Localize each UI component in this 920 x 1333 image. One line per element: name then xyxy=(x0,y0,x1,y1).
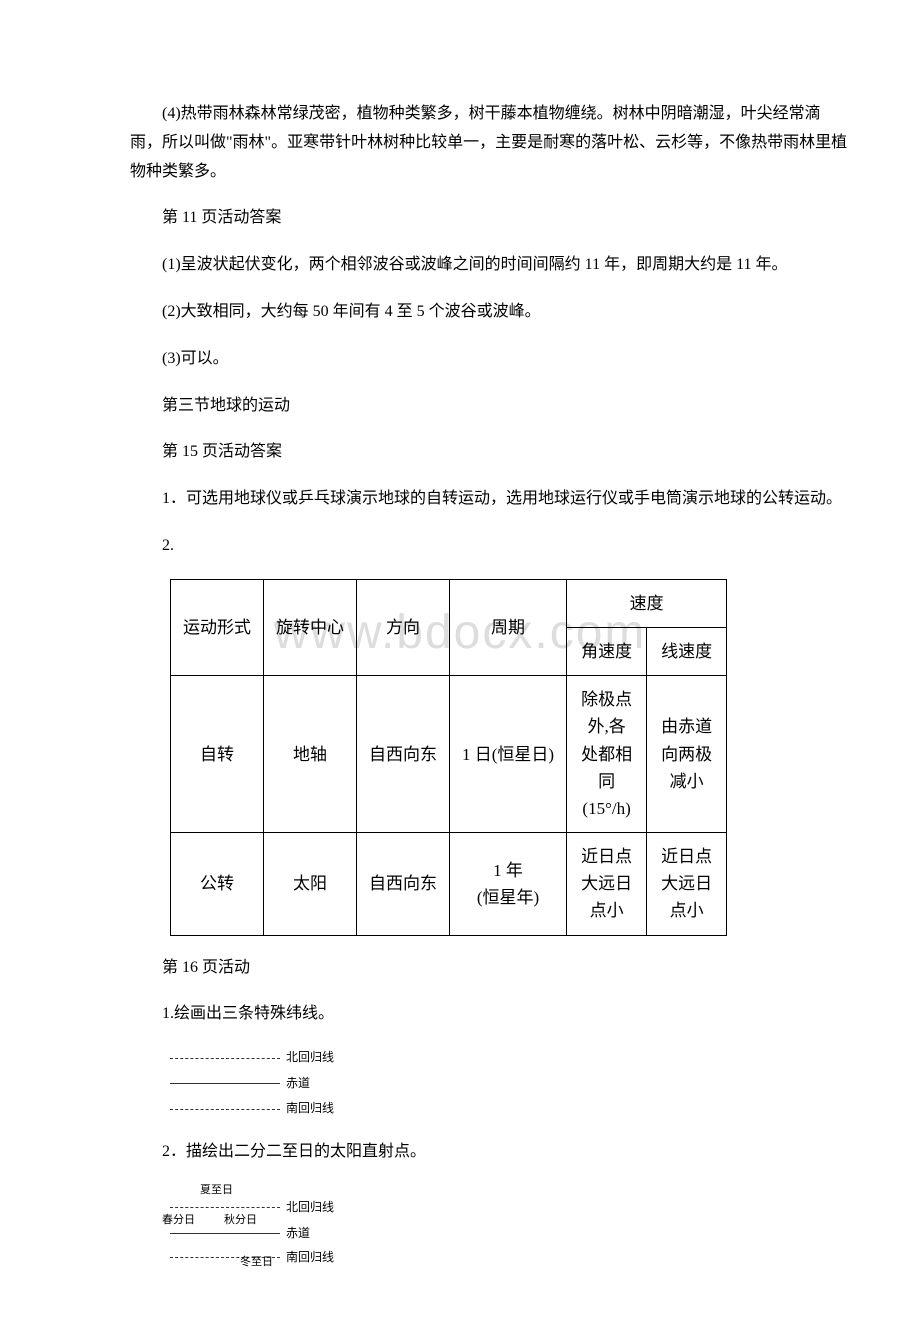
motion-table: 运动形式 旋转中心 方向 周期 速度 角速度 线速度 自转 地轴 自西向东 1 … xyxy=(170,579,850,936)
tropic-capricorn-line xyxy=(170,1109,280,1110)
tropic-capricorn-label-2: 南回归线 xyxy=(286,1247,334,1269)
table-cell: 地轴 xyxy=(264,676,357,833)
table-header-speed: 速度 xyxy=(567,579,727,627)
answer-q1: 1．可选用地球仪或乒乓球演示地球的自转运动，选用地球运行仪或手电筒演示地球的公转… xyxy=(130,485,850,514)
table-cell: 近日点大远日点小 xyxy=(567,833,647,936)
section-page15-title: 第 15 页活动答案 xyxy=(130,438,850,467)
table-cell: 除极点外,各处都相同(15°/h) xyxy=(567,676,647,833)
question-2-solstice: 2．描绘出二分二至日的太阳直射点。 xyxy=(130,1138,850,1167)
answer-1: (1)呈波状起伏变化，两个相邻波谷或波峰之间的时间间隔约 11 年，即周期大约是… xyxy=(130,251,850,280)
section-page16-title: 第 16 页活动 xyxy=(130,954,850,983)
table-header-direction: 方向 xyxy=(357,579,450,675)
equator-line xyxy=(170,1083,280,1084)
table-cell: 自转 xyxy=(171,676,264,833)
equator-line-2 xyxy=(170,1233,280,1234)
table-cell: 由赤道向两极减小 xyxy=(647,676,727,833)
tropic-cancer-line-2 xyxy=(170,1207,280,1208)
tropic-cancer-label-2: 北回归线 xyxy=(286,1197,334,1219)
answer-2: (2)大致相同，大约每 50 年间有 4 至 5 个波谷或波峰。 xyxy=(130,298,850,327)
table-header-linear: 线速度 xyxy=(647,627,727,675)
winter-solstice-label: 冬至日 xyxy=(240,1253,273,1273)
table-cell: 公转 xyxy=(171,833,264,936)
table-header-period: 周期 xyxy=(450,579,567,675)
equator-label: 赤道 xyxy=(286,1073,310,1095)
equator-label-2: 赤道 xyxy=(286,1223,310,1245)
tropic-capricorn-label: 南回归线 xyxy=(286,1098,334,1120)
section-3-title: 第三节地球的运动 xyxy=(130,392,850,421)
table-cell: 自西向东 xyxy=(357,833,450,936)
latitude-lines-diagram: 北回归线 赤道 南回归线 xyxy=(170,1047,850,1120)
table-cell: 近日点大远日点小 xyxy=(647,833,727,936)
answer-q2-label: 2. xyxy=(130,532,850,561)
table-cell: 太阳 xyxy=(264,833,357,936)
table-cell: 1 日(恒星日) xyxy=(450,676,567,833)
tropic-cancer-line xyxy=(170,1058,280,1059)
question-1-latitude: 1.绘画出三条特殊纬线。 xyxy=(130,1000,850,1029)
section-page11-title: 第 11 页活动答案 xyxy=(130,204,850,233)
solstice-equinox-diagram: 夏至日 北回归线 春分日 秋分日 赤道 南回归线 冬至日 xyxy=(170,1185,850,1265)
paragraph-4: (4)热带雨林森林常绿茂密，植物种类繁多，树干藤本植物缠绕。树林中阴暗潮湿，叶尖… xyxy=(130,100,850,186)
tropic-cancer-label: 北回归线 xyxy=(286,1047,334,1069)
table-header-form: 运动形式 xyxy=(171,579,264,675)
answer-3: (3)可以。 xyxy=(130,345,850,374)
table-header-center: 旋转中心 xyxy=(264,579,357,675)
table-header-angular: 角速度 xyxy=(567,627,647,675)
table-cell: 1 年 (恒星年) xyxy=(450,833,567,936)
table-cell: 自西向东 xyxy=(357,676,450,833)
